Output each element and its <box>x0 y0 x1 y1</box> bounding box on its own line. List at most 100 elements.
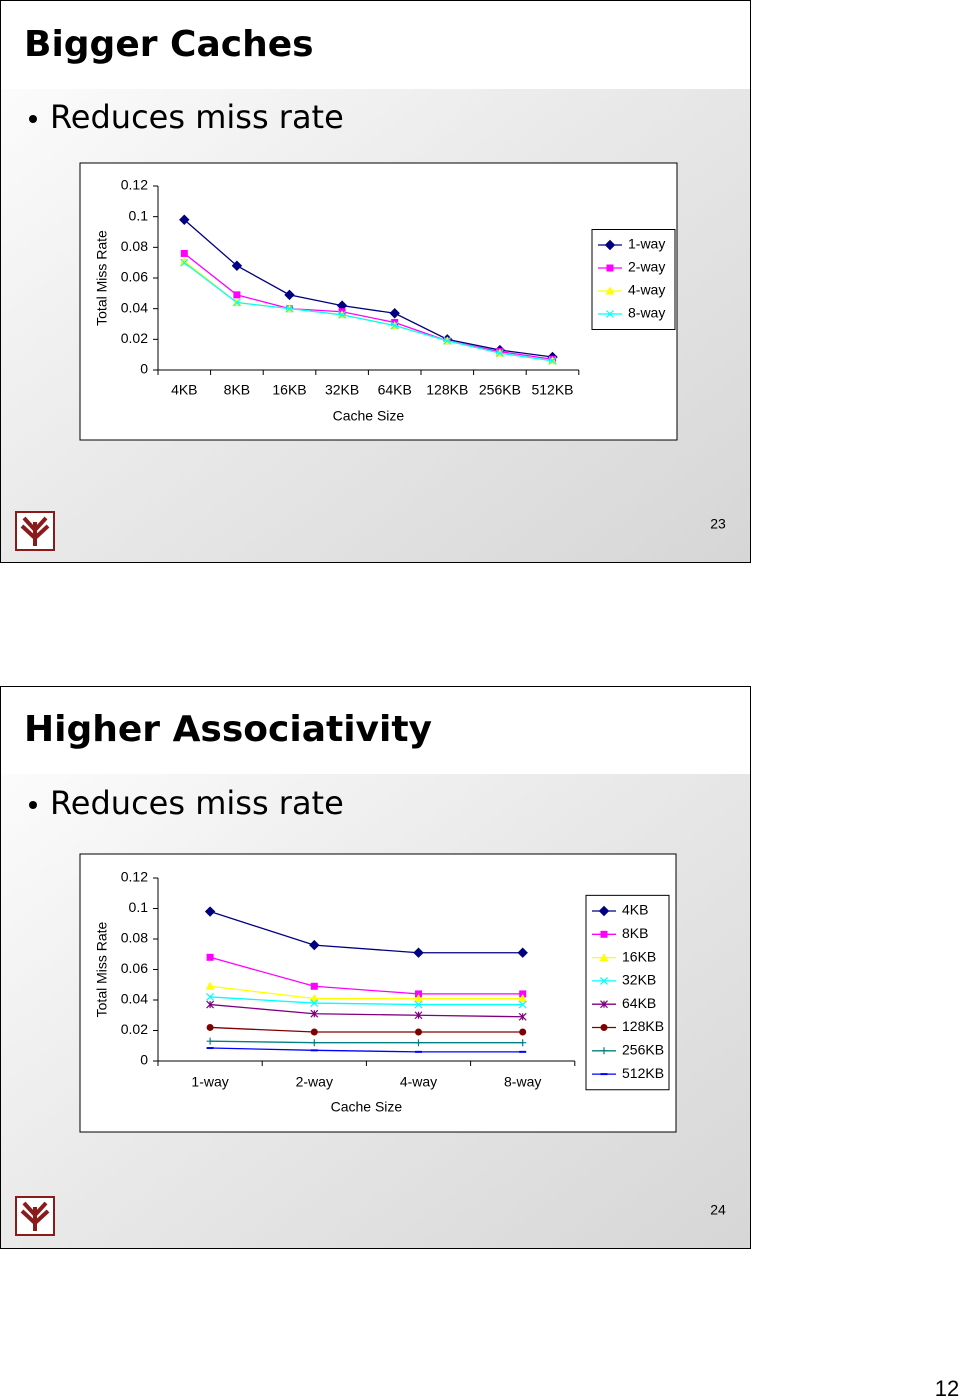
x-tick-label: 4-way <box>400 1074 437 1090</box>
legend-label: 1-way <box>628 236 665 252</box>
x-tick-label: 16KB <box>272 382 306 398</box>
legend-label: 64KB <box>622 995 656 1011</box>
data-point <box>285 304 294 313</box>
data-point <box>415 1039 422 1047</box>
data-point <box>548 356 557 365</box>
legend-label: 32KB <box>622 972 656 988</box>
data-point <box>338 310 347 319</box>
legend-marker <box>606 310 614 318</box>
y-tick-label: 0 <box>140 1052 148 1068</box>
series-line <box>210 1026 523 1033</box>
data-point <box>414 993 423 1002</box>
y-tick-label: 0.08 <box>121 238 148 254</box>
legend-marker <box>605 286 615 295</box>
x-tick-label: 1-way <box>191 1074 228 1090</box>
data-point <box>415 1028 422 1036</box>
data-point <box>390 321 399 330</box>
data-point <box>206 1037 214 1045</box>
x-axis-label: Cache Size <box>331 1099 403 1115</box>
y-tick-label: 0.02 <box>121 330 148 346</box>
legend-frame <box>591 229 676 330</box>
y-tick-label: 0.06 <box>121 269 148 285</box>
data-point <box>517 947 528 958</box>
title-band <box>1 1 750 89</box>
bullet-text: Reduces miss rate <box>50 98 344 136</box>
legend-frame <box>585 894 670 1091</box>
legend-marker <box>599 953 609 962</box>
legend-marker <box>600 930 608 938</box>
x-tick-label: 8-way <box>504 1074 541 1090</box>
data-point <box>495 349 504 358</box>
data-point <box>206 953 214 961</box>
data-point <box>519 1050 527 1053</box>
data-point <box>443 336 452 345</box>
bullet-dot <box>29 801 37 809</box>
y-tick-label: 0.04 <box>121 991 148 1007</box>
x-tick-label: 64KB <box>378 382 412 398</box>
y-tick-label: 0.08 <box>121 930 148 946</box>
data-point <box>206 993 215 1001</box>
data-point <box>519 1028 527 1036</box>
title-band <box>1 687 750 774</box>
legend-marker <box>600 1047 608 1055</box>
data-point <box>414 1011 423 1020</box>
slide-title: Higher Associativity <box>24 709 432 750</box>
y-tick-label: 0.02 <box>121 1021 148 1037</box>
legend-label: 8-way <box>628 305 665 321</box>
slide-number: 23 <box>710 516 726 532</box>
data-point <box>309 939 320 951</box>
y-tick-label: 0.12 <box>121 177 148 193</box>
legend-marker <box>600 976 608 985</box>
data-point <box>204 906 216 917</box>
data-point <box>310 1009 319 1018</box>
series-line <box>209 956 523 995</box>
legend-label: 128KB <box>622 1018 664 1034</box>
series-line <box>183 262 553 362</box>
data-point <box>206 1047 214 1050</box>
legend-marker <box>604 239 616 251</box>
bullet-dot <box>29 115 37 123</box>
data-point <box>413 947 424 958</box>
legend-label: 4-way <box>628 282 665 298</box>
series-line <box>210 996 523 1006</box>
legend-marker <box>606 264 614 272</box>
x-tick-label: 128KB <box>426 382 468 398</box>
legend-marker <box>600 1000 608 1009</box>
data-point <box>206 1023 214 1031</box>
series-line <box>209 910 523 954</box>
data-point <box>414 1000 423 1009</box>
data-point <box>233 291 241 299</box>
data-point <box>179 214 190 225</box>
series-line <box>210 985 523 1000</box>
data-point <box>310 982 318 990</box>
data-point <box>231 260 243 271</box>
data-point <box>310 1039 318 1047</box>
data-point <box>205 981 215 990</box>
data-point <box>518 993 528 1002</box>
x-tick-label: 4KB <box>171 382 197 398</box>
logo <box>15 1196 55 1236</box>
slide-title: Bigger Caches <box>24 24 314 65</box>
x-tick-label: 8KB <box>224 382 250 398</box>
x-tick-label: 32KB <box>325 382 359 398</box>
data-point <box>519 990 527 998</box>
legend-label: 2-way <box>628 259 665 275</box>
series-line <box>210 1040 523 1044</box>
legend-marker <box>600 1024 608 1031</box>
data-point <box>415 990 422 998</box>
y-tick-label: 0.12 <box>121 869 148 885</box>
x-axis-label: Cache Size <box>333 408 405 424</box>
series-line <box>183 252 553 360</box>
data-point <box>180 249 188 257</box>
x-tick-label: 2-way <box>296 1074 333 1090</box>
data-point <box>232 298 241 307</box>
data-point <box>415 1050 422 1053</box>
y-axis-label: Total Miss Rate <box>94 230 110 326</box>
series-line <box>210 1047 523 1053</box>
data-point <box>284 289 295 301</box>
series-line <box>210 1003 523 1018</box>
data-point <box>310 1049 318 1052</box>
data-point <box>310 999 319 1007</box>
data-point <box>389 308 400 319</box>
